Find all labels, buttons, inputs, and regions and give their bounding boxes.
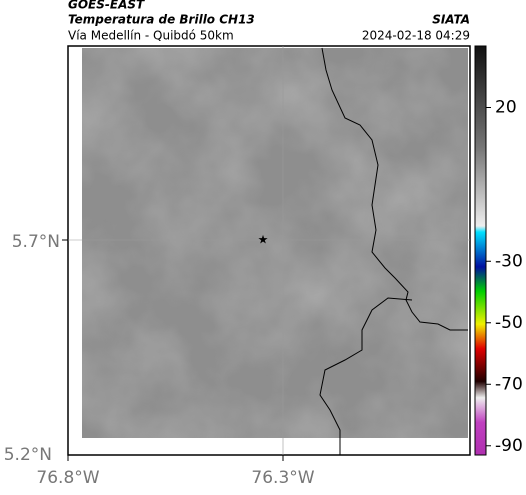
x-tick-label: 76.8°W: [36, 468, 99, 488]
datetime: 2024-02-18 04:29: [362, 29, 470, 43]
colorbar-tick-label: -90: [495, 436, 523, 456]
location-marker: ★: [258, 233, 269, 247]
source: SIATA: [432, 13, 470, 27]
colorbar-tick-label: -30: [495, 251, 523, 271]
y-tick-label: 5.7°N: [12, 232, 60, 252]
colorbar-tick-label: -50: [495, 313, 523, 333]
location: Vía Medellín - Quibdó 50km: [68, 29, 234, 43]
colorbar-tick-label: 20: [495, 98, 517, 118]
colorbar-tick-label: -70: [495, 374, 523, 394]
border-line: [319, 47, 468, 455]
y-tick-label: 5.2°N: [4, 445, 52, 465]
cloud-texture: [82, 48, 468, 438]
title: GOES-EAST: [68, 0, 145, 12]
subtitle: Temperatura de Brillo CH13: [68, 13, 255, 27]
colorbar: [474, 45, 487, 456]
x-tick-label: 76.3°W: [251, 468, 314, 488]
